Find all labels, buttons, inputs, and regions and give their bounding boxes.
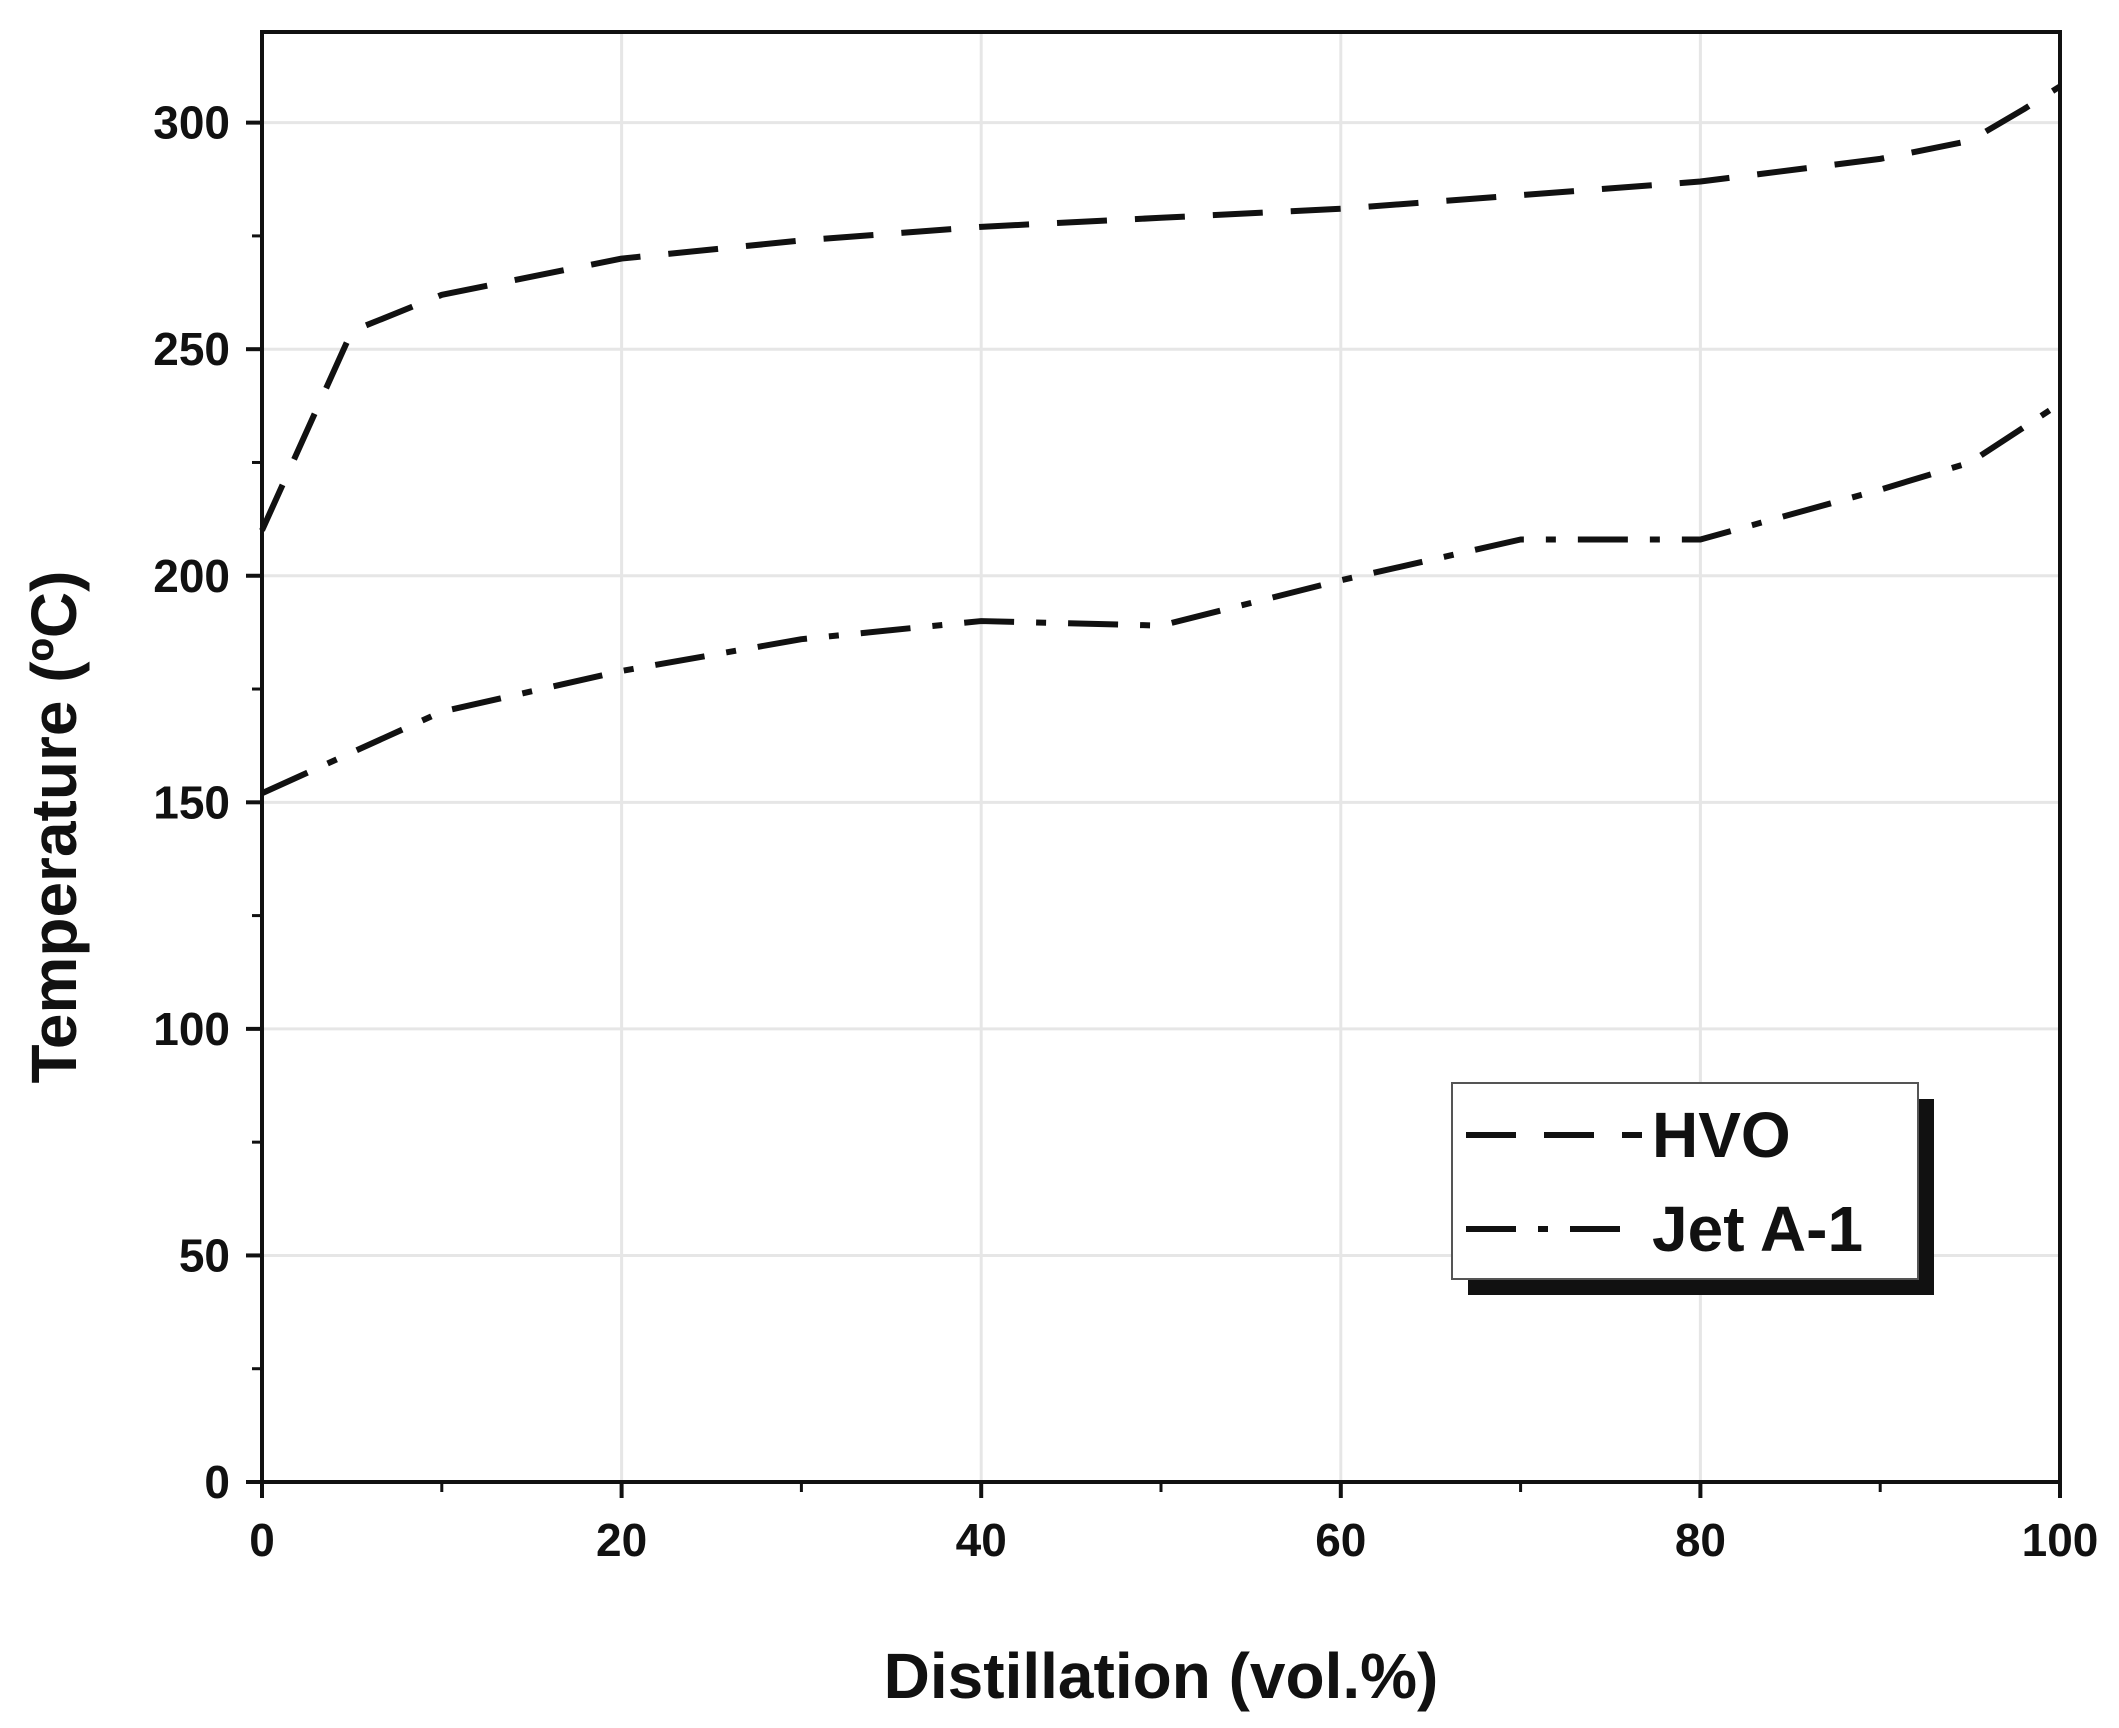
x-tick-label: 20: [596, 1514, 647, 1566]
y-tick-label: 200: [153, 550, 230, 602]
series-group: [259, 83, 2062, 796]
legend: HVO Jet A-1: [1451, 1082, 1934, 1295]
ticks: [246, 120, 2062, 1498]
y-tick-label: 250: [153, 323, 230, 375]
x-tick-label: 80: [1675, 1514, 1726, 1566]
x-tick-label: 40: [956, 1514, 1007, 1566]
grid: [262, 32, 2060, 1482]
y-tick-label: 100: [153, 1003, 230, 1055]
y-tick-label: 300: [153, 97, 230, 149]
series-line-0: [259, 83, 2062, 532]
x-tick-label: 60: [1315, 1514, 1366, 1566]
legend-label-hvo: HVO: [1652, 1099, 1791, 1171]
y-tick-label: 50: [179, 1229, 230, 1281]
x-axis-label: Distillation (vol.%): [884, 1640, 1439, 1712]
y-tick-label: 0: [204, 1456, 230, 1508]
legend-label-jet-a1: Jet A-1: [1652, 1193, 1863, 1265]
x-tick-label: 0: [249, 1514, 275, 1566]
series-line-1: [260, 401, 2062, 796]
tick-labels: 0 20 40 60 80 100 0 50 100 150 200 250 300: [153, 97, 2098, 1566]
x-tick-label: 100: [2022, 1514, 2099, 1566]
legend-box: [1451, 1082, 1919, 1280]
y-axis-label: Temperature (ºC): [18, 571, 90, 1084]
y-tick-label: 150: [153, 776, 230, 828]
